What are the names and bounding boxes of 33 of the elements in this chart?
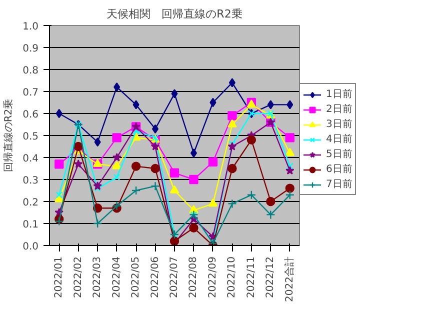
x-tick-label: 2022/02	[72, 256, 84, 298]
x-tick-label: 2022/05	[130, 256, 142, 298]
y-tick-label: 0.6	[22, 110, 39, 120]
y-tick-label: 0.0	[22, 242, 39, 252]
legend-label: 2日前	[326, 103, 352, 116]
y-tick-label: 0.5	[22, 132, 39, 142]
x-tick-label: 2022/03	[92, 256, 104, 298]
legend-label: 1日前	[326, 88, 352, 101]
y-tick-label: 0.9	[22, 44, 39, 54]
x-tick-label: 2022/09	[207, 256, 218, 298]
y-tick-label: 1.0	[22, 22, 39, 32]
y-tick-label: 0.8	[22, 66, 39, 76]
y-tick-label: 0.3	[22, 176, 39, 186]
legend-label: 4日前	[326, 133, 352, 146]
x-tick-label: 2022/11	[246, 256, 257, 298]
x-tick-label: 2022/10	[226, 256, 238, 298]
y-tick-label: 0.2	[22, 198, 39, 208]
y-tick-label: 0.1	[22, 220, 39, 230]
x-tick-label: 2022/04	[111, 256, 122, 298]
y-axis-title: 回帰直線のR2乗	[2, 98, 15, 172]
x-tick-label: 2022/08	[188, 256, 200, 298]
x-tick-label: 2022/06	[150, 256, 161, 298]
chart-title: 天候相関 回帰直線のR2乗	[106, 8, 242, 20]
x-tick-label: 2022/07	[169, 256, 180, 298]
x-tick-label: 2022/01	[54, 256, 65, 298]
legend-label: 5日前	[326, 148, 352, 161]
legend-label: 7日前	[326, 178, 352, 191]
x-tick-label: 2022/12	[265, 256, 276, 298]
y-tick-label: 0.4	[22, 154, 39, 164]
legend-label: 6日前	[326, 163, 352, 176]
y-tick-label: 0.7	[22, 88, 39, 98]
x-tick-label: 2022合計	[283, 256, 296, 302]
legend-label: 3日前	[326, 118, 352, 131]
